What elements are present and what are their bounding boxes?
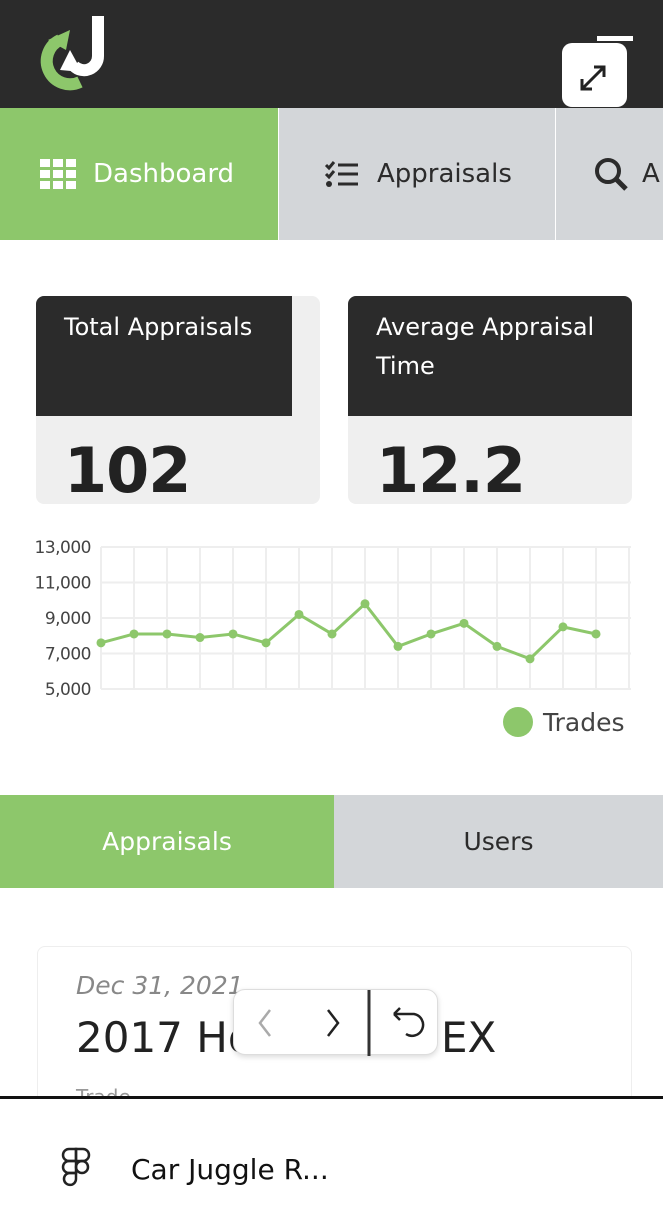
- stat-card: Average Appraisal Time 12.2 min: [348, 296, 632, 504]
- back[interactable]: [258, 1009, 271, 1037]
- point: [525, 654, 535, 664]
- point: [558, 622, 568, 632]
- point: [393, 641, 403, 651]
- card-title: EX: [441, 1013, 497, 1062]
- point: [129, 629, 139, 639]
- card-title: 2017 Ho: [76, 1013, 254, 1062]
- footer-title: Car Juggle R...: [131, 1153, 329, 1186]
- point: [294, 609, 304, 619]
- legend-label: Trades: [542, 708, 624, 737]
- point: [195, 633, 205, 643]
- point: [459, 618, 469, 628]
- tab[interactable]: Users: [334, 795, 663, 888]
- tab[interactable]: Appraisals: [0, 795, 334, 888]
- nav-label: Dashboard: [93, 159, 235, 189]
- stat-value: 102: [64, 434, 191, 504]
- chart: 5,000 7,000 9,000 11,000 13,000 Trades: [35, 538, 631, 737]
- nav-appraisals[interactable]: Appraisals: [279, 108, 555, 240]
- point: [327, 629, 337, 639]
- point: [360, 599, 370, 609]
- point: [162, 629, 172, 639]
- reload[interactable]: [393, 1007, 425, 1038]
- y-tick-label: 11,000: [35, 574, 91, 594]
- point: [426, 629, 436, 639]
- nav-label: A: [642, 159, 660, 189]
- nav-dashboard[interactable]: Dashboard: [0, 108, 278, 240]
- point: [228, 629, 238, 639]
- stat-card: Total Appraisals 102: [36, 296, 320, 504]
- y-tick-label: 9,000: [45, 609, 91, 629]
- legend-swatch: [503, 707, 533, 737]
- nav-label: Appraisals: [377, 159, 512, 189]
- y-tick-label: 7,000: [45, 645, 91, 665]
- point: [261, 638, 271, 648]
- point: [591, 629, 601, 639]
- y-tick-label: 5,000: [45, 680, 91, 700]
- stat-label: Average Appraisal Time: [348, 296, 632, 416]
- card-date: Dec 31, 2021: [76, 971, 244, 1000]
- line: [100, 601, 597, 661]
- point: [96, 638, 106, 648]
- stat-value: 12.2: [376, 434, 526, 504]
- stat-label: Total Appraisals: [36, 296, 292, 416]
- footer: Car Juggle R...: [0, 1096, 663, 1228]
- y-tick-label: 13,000: [35, 538, 91, 558]
- forward[interactable]: [327, 1009, 340, 1037]
- header: [0, 0, 663, 108]
- expand-button[interactable]: [562, 43, 627, 107]
- nav-overlay: [233, 989, 438, 1056]
- point: [492, 641, 502, 651]
- logo[interactable]: [30, 10, 120, 95]
- nav-third[interactable]: A: [556, 108, 663, 240]
